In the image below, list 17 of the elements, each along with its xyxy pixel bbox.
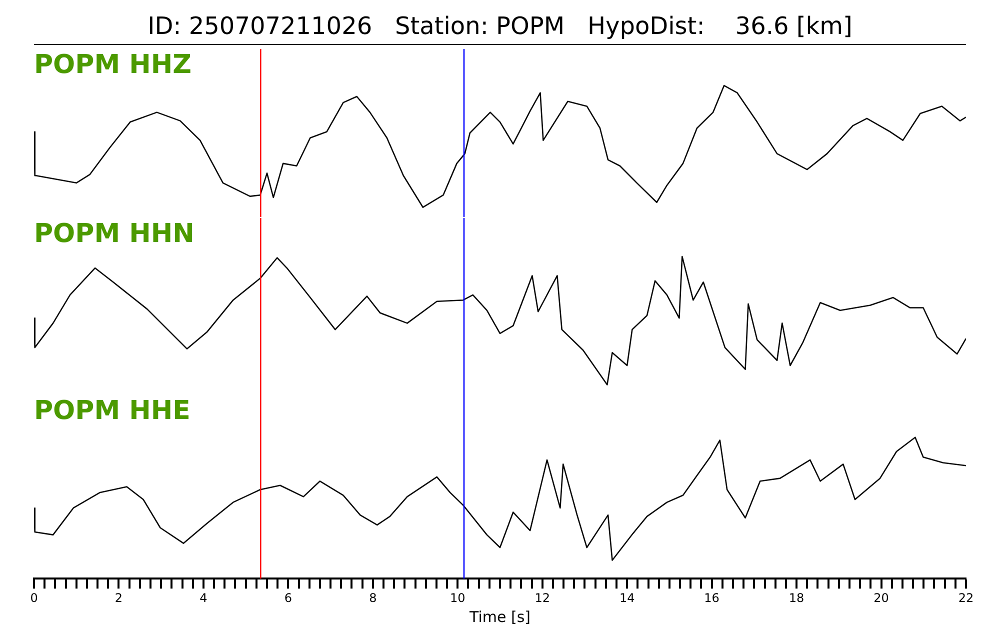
x-tick-label: 10 (450, 590, 466, 605)
x-tick-label: 14 (619, 590, 635, 605)
x-tick-label: 18 (788, 590, 804, 605)
x-tick-label: 2 (114, 590, 123, 605)
x-tick-label: 6 (284, 590, 292, 605)
x-axis-title: Time [s] (468, 608, 530, 626)
x-tick-label: 4 (200, 590, 208, 605)
text: POPM HHE (34, 396, 190, 426)
series-label: POPM HHZ (34, 50, 192, 80)
x-tick-label: 22 (958, 590, 974, 605)
x-tick-label: 0 (30, 590, 38, 605)
x-tick-label: 8 (369, 590, 377, 605)
series-label: POPM HHN (34, 218, 194, 249)
x-tick-label: 16 (704, 590, 720, 605)
chart-title: ID: 250707211026 Station: POPM HypoDist: 36.6 [km] (146, 11, 854, 42)
x-tick-label: 12 (534, 590, 550, 605)
x-tick-label: 20 (874, 590, 889, 605)
